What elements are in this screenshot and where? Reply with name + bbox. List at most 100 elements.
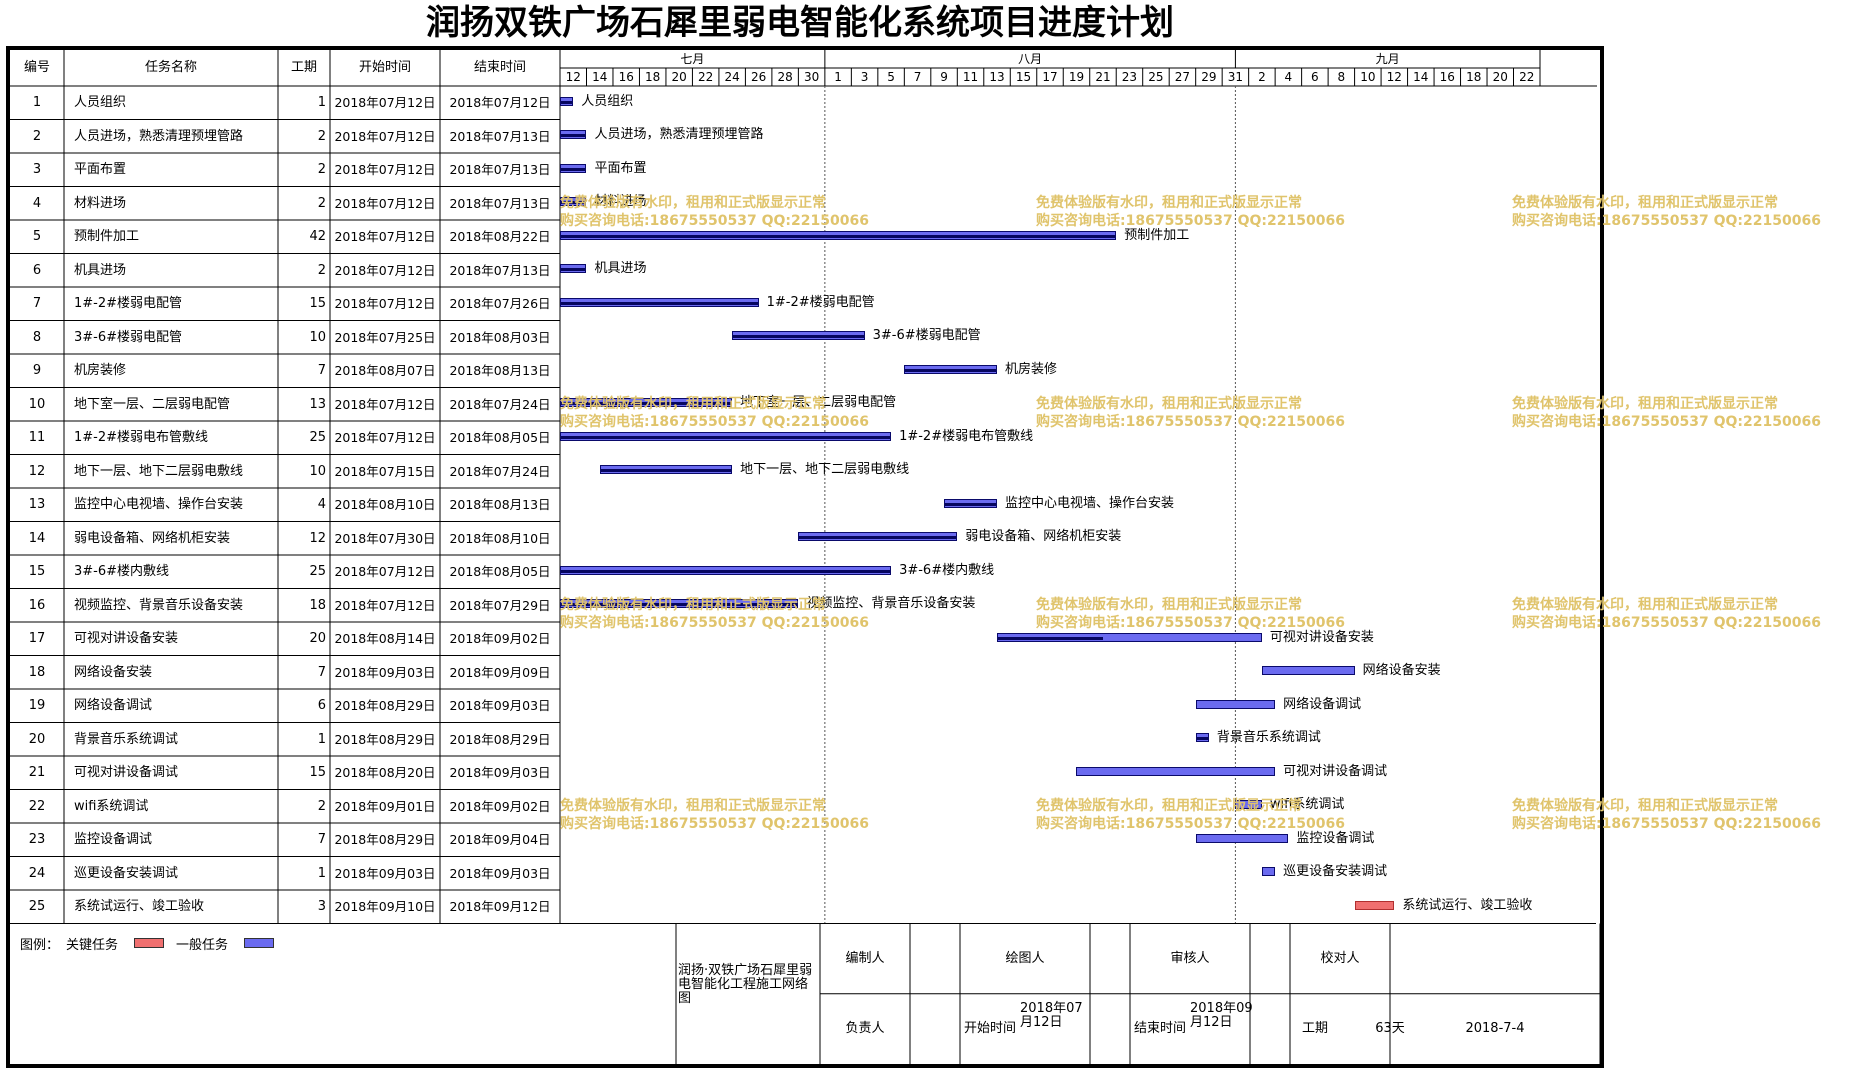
day-label: 27 xyxy=(1174,70,1191,84)
bar-label: 1#-2#楼弱电配管 xyxy=(766,294,875,310)
task-duration: 7 xyxy=(317,832,326,847)
bar-label: 机房装修 xyxy=(1005,361,1058,377)
task-id: 6 xyxy=(32,262,42,278)
footer-label: 校对人 xyxy=(1320,950,1360,966)
task-start: 2018年07月12日 xyxy=(334,597,436,613)
task-duration: 13 xyxy=(309,396,326,412)
task-duration: 1 xyxy=(317,865,326,881)
task-start: 2018年07月30日 xyxy=(334,530,436,546)
header-end: 结束时间 xyxy=(473,60,526,75)
task-duration: 2 xyxy=(317,262,326,278)
day-label: 11 xyxy=(962,70,979,84)
day-label: 30 xyxy=(803,70,820,84)
task-id: 22 xyxy=(28,798,46,814)
task-duration: 2 xyxy=(317,162,326,177)
bar-progress xyxy=(561,268,586,272)
task-name: 机房装修 xyxy=(74,363,127,378)
task-end: 2018年09月09日 xyxy=(449,664,551,680)
gantt-bar xyxy=(1261,867,1276,877)
day-label: 5 xyxy=(887,70,895,84)
task-name: 平面布置 xyxy=(74,162,127,177)
gantt-bar xyxy=(1195,833,1289,843)
task-end: 2018年09月03日 xyxy=(449,865,551,881)
task-start: 2018年07月12日 xyxy=(334,396,436,412)
task-start: 2018年08月07日 xyxy=(334,363,436,378)
task-id: 21 xyxy=(28,765,46,780)
task-id: 23 xyxy=(28,832,46,847)
task-name: 1#-2#楼弱电配管 xyxy=(74,296,183,311)
gantt-bar xyxy=(560,599,799,609)
task-id: 20 xyxy=(28,731,46,747)
footer-label: 编制人 xyxy=(845,950,885,966)
bar-label: 机具进场 xyxy=(594,261,647,277)
task-duration: 10 xyxy=(309,329,326,345)
bar-label: 视频监控、背景音乐设备安装 xyxy=(806,596,976,612)
day-label: 24 xyxy=(724,70,740,84)
task-start: 2018年07月12日 xyxy=(334,195,436,211)
task-duration: 1 xyxy=(317,95,326,110)
task-end: 2018年09月02日 xyxy=(449,631,551,646)
gantt-bar xyxy=(560,431,892,441)
footer-manager-label: 负责人 xyxy=(845,1020,885,1036)
gantt-bar xyxy=(1354,900,1395,910)
day-label: 14 xyxy=(592,70,608,84)
bar-progress xyxy=(600,469,732,473)
task-id: 10 xyxy=(28,396,46,412)
day-label: 23 xyxy=(1121,70,1138,84)
gantt-bar xyxy=(560,96,574,106)
task-start: 2018年07月12日 xyxy=(334,128,436,144)
task-end: 2018年09月12日 xyxy=(449,899,551,914)
bar-label: 弱电设备箱、网络机柜安装 xyxy=(965,529,1122,545)
gantt-bar xyxy=(798,532,958,542)
task-duration: 42 xyxy=(309,229,326,244)
day-label: 28 xyxy=(777,70,793,84)
task-start: 2018年07月25日 xyxy=(334,329,436,345)
task-end: 2018年07月29日 xyxy=(449,597,551,613)
day-label: 10 xyxy=(1360,70,1376,84)
day-label: 3 xyxy=(860,70,869,84)
task-end: 2018年09月02日 xyxy=(449,798,551,814)
day-label: 2 xyxy=(1258,70,1266,84)
day-label: 8 xyxy=(1337,70,1346,84)
task-name: wifi系统调试 xyxy=(74,798,149,814)
gantt-grid xyxy=(10,50,1600,1064)
gantt-frame: 编号 任务名称 工期 开始时间 结束时间 七月 八月 九月 12 14 16 18 20 22 24 26 28… xyxy=(6,46,1821,1068)
task-start: 2018年07月12日 xyxy=(334,229,436,244)
task-duration: 6 xyxy=(317,698,326,713)
task-start: 2018年07月12日 xyxy=(334,262,436,278)
task-duration: 25 xyxy=(309,430,326,445)
task-name: 人员进场，熟悉清理预埋管路 xyxy=(74,128,244,144)
footer-label: 审核人 xyxy=(1170,950,1210,966)
day-label: 31 xyxy=(1227,70,1244,84)
task-id: 5 xyxy=(32,229,42,244)
task-duration: 3 xyxy=(317,899,326,914)
task-id: 13 xyxy=(28,497,46,512)
day-label: 17 xyxy=(1042,70,1058,84)
bar-label: 监控设备调试 xyxy=(1296,830,1375,846)
day-label: 16 xyxy=(1439,70,1455,84)
task-id: 4 xyxy=(32,195,42,211)
day-label: 22 xyxy=(698,70,714,84)
bar-label: 地下一层、地下二层弱电敷线 xyxy=(740,462,910,478)
task-end: 2018年08月10日 xyxy=(449,530,551,546)
task-duration: 2 xyxy=(317,798,326,814)
day-label: 7 xyxy=(913,70,922,84)
gantt-bar xyxy=(1195,699,1276,709)
header-start: 开始时间 xyxy=(358,60,411,75)
task-name: 机具进场 xyxy=(74,262,127,278)
task-start: 2018年08月14日 xyxy=(334,631,436,646)
task-name: 巡更设备安装调试 xyxy=(74,865,179,881)
bar-progress xyxy=(733,335,864,339)
header-name: 任务名称 xyxy=(144,60,197,75)
bar-label: 系统试运行、竣工验收 xyxy=(1402,897,1533,913)
task-name: 系统试运行、竣工验收 xyxy=(74,899,205,914)
month-label: 八月 xyxy=(1018,52,1043,66)
bar-progress xyxy=(561,603,798,607)
day-label: 20 xyxy=(671,70,687,84)
footer-end-value: 2018年09月12日 xyxy=(1190,1000,1253,1030)
task-start: 2018年07月12日 xyxy=(334,95,436,110)
bar-label: 3#-6#楼内敷线 xyxy=(899,562,995,578)
gantt-bar xyxy=(1195,733,1209,743)
task-name: 可视对讲设备调试 xyxy=(74,765,179,780)
task-name: 网络设备安装 xyxy=(74,664,153,680)
